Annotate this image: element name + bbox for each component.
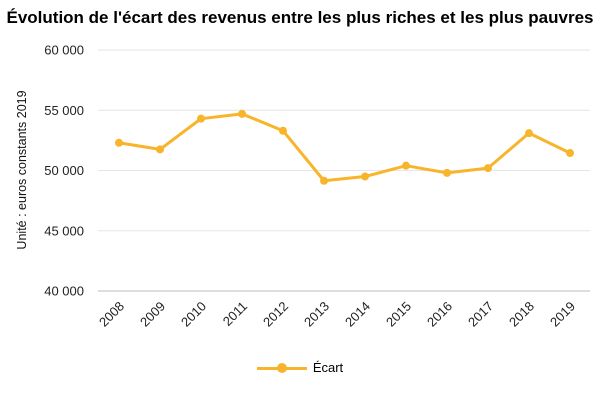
data-point[interactable] (484, 164, 492, 173)
data-point[interactable] (443, 168, 451, 177)
y-tick-label: 55 000 (44, 103, 84, 118)
x-tick-label: 2018 (506, 299, 537, 330)
x-tick-label: 2016 (424, 299, 455, 330)
legend-swatch (256, 361, 307, 375)
x-tick-label: 2011 (220, 299, 250, 329)
legend-label: Écart (312, 360, 344, 375)
data-point[interactable] (279, 126, 287, 135)
data-point[interactable] (525, 129, 533, 138)
legend-item-ecart[interactable]: Écart (256, 360, 344, 375)
x-tick-label: 2009 (137, 299, 168, 330)
x-tick-label: 2010 (178, 299, 209, 330)
data-point[interactable] (320, 176, 328, 185)
x-tick-label: 2008 (96, 299, 127, 330)
data-point[interactable] (402, 161, 410, 170)
data-point[interactable] (238, 109, 246, 118)
legend: Écart (0, 360, 600, 375)
x-tick-label: 2019 (547, 299, 578, 330)
series-line-ecart (118, 112, 571, 183)
data-point[interactable] (361, 172, 369, 181)
x-tick-label: 2017 (465, 299, 496, 330)
data-point[interactable] (197, 114, 205, 123)
x-tick-label: 2013 (301, 299, 332, 330)
x-tick-label: 2012 (260, 299, 291, 330)
y-tick-label: 60 000 (44, 43, 84, 58)
x-tick-label: 2015 (383, 299, 414, 330)
y-axis-label: Unité : euros constants 2019 (15, 90, 29, 249)
chart-title: Évolution de l'écart des revenus entre l… (6, 8, 594, 27)
y-tick-label: 40 000 (44, 284, 84, 299)
y-tick-label: 45 000 (44, 223, 84, 238)
data-point[interactable] (115, 138, 123, 147)
data-point[interactable] (566, 149, 574, 158)
x-tick-label: 2014 (342, 299, 373, 330)
y-tick-label: 50 000 (44, 163, 84, 178)
data-point[interactable] (156, 145, 164, 154)
